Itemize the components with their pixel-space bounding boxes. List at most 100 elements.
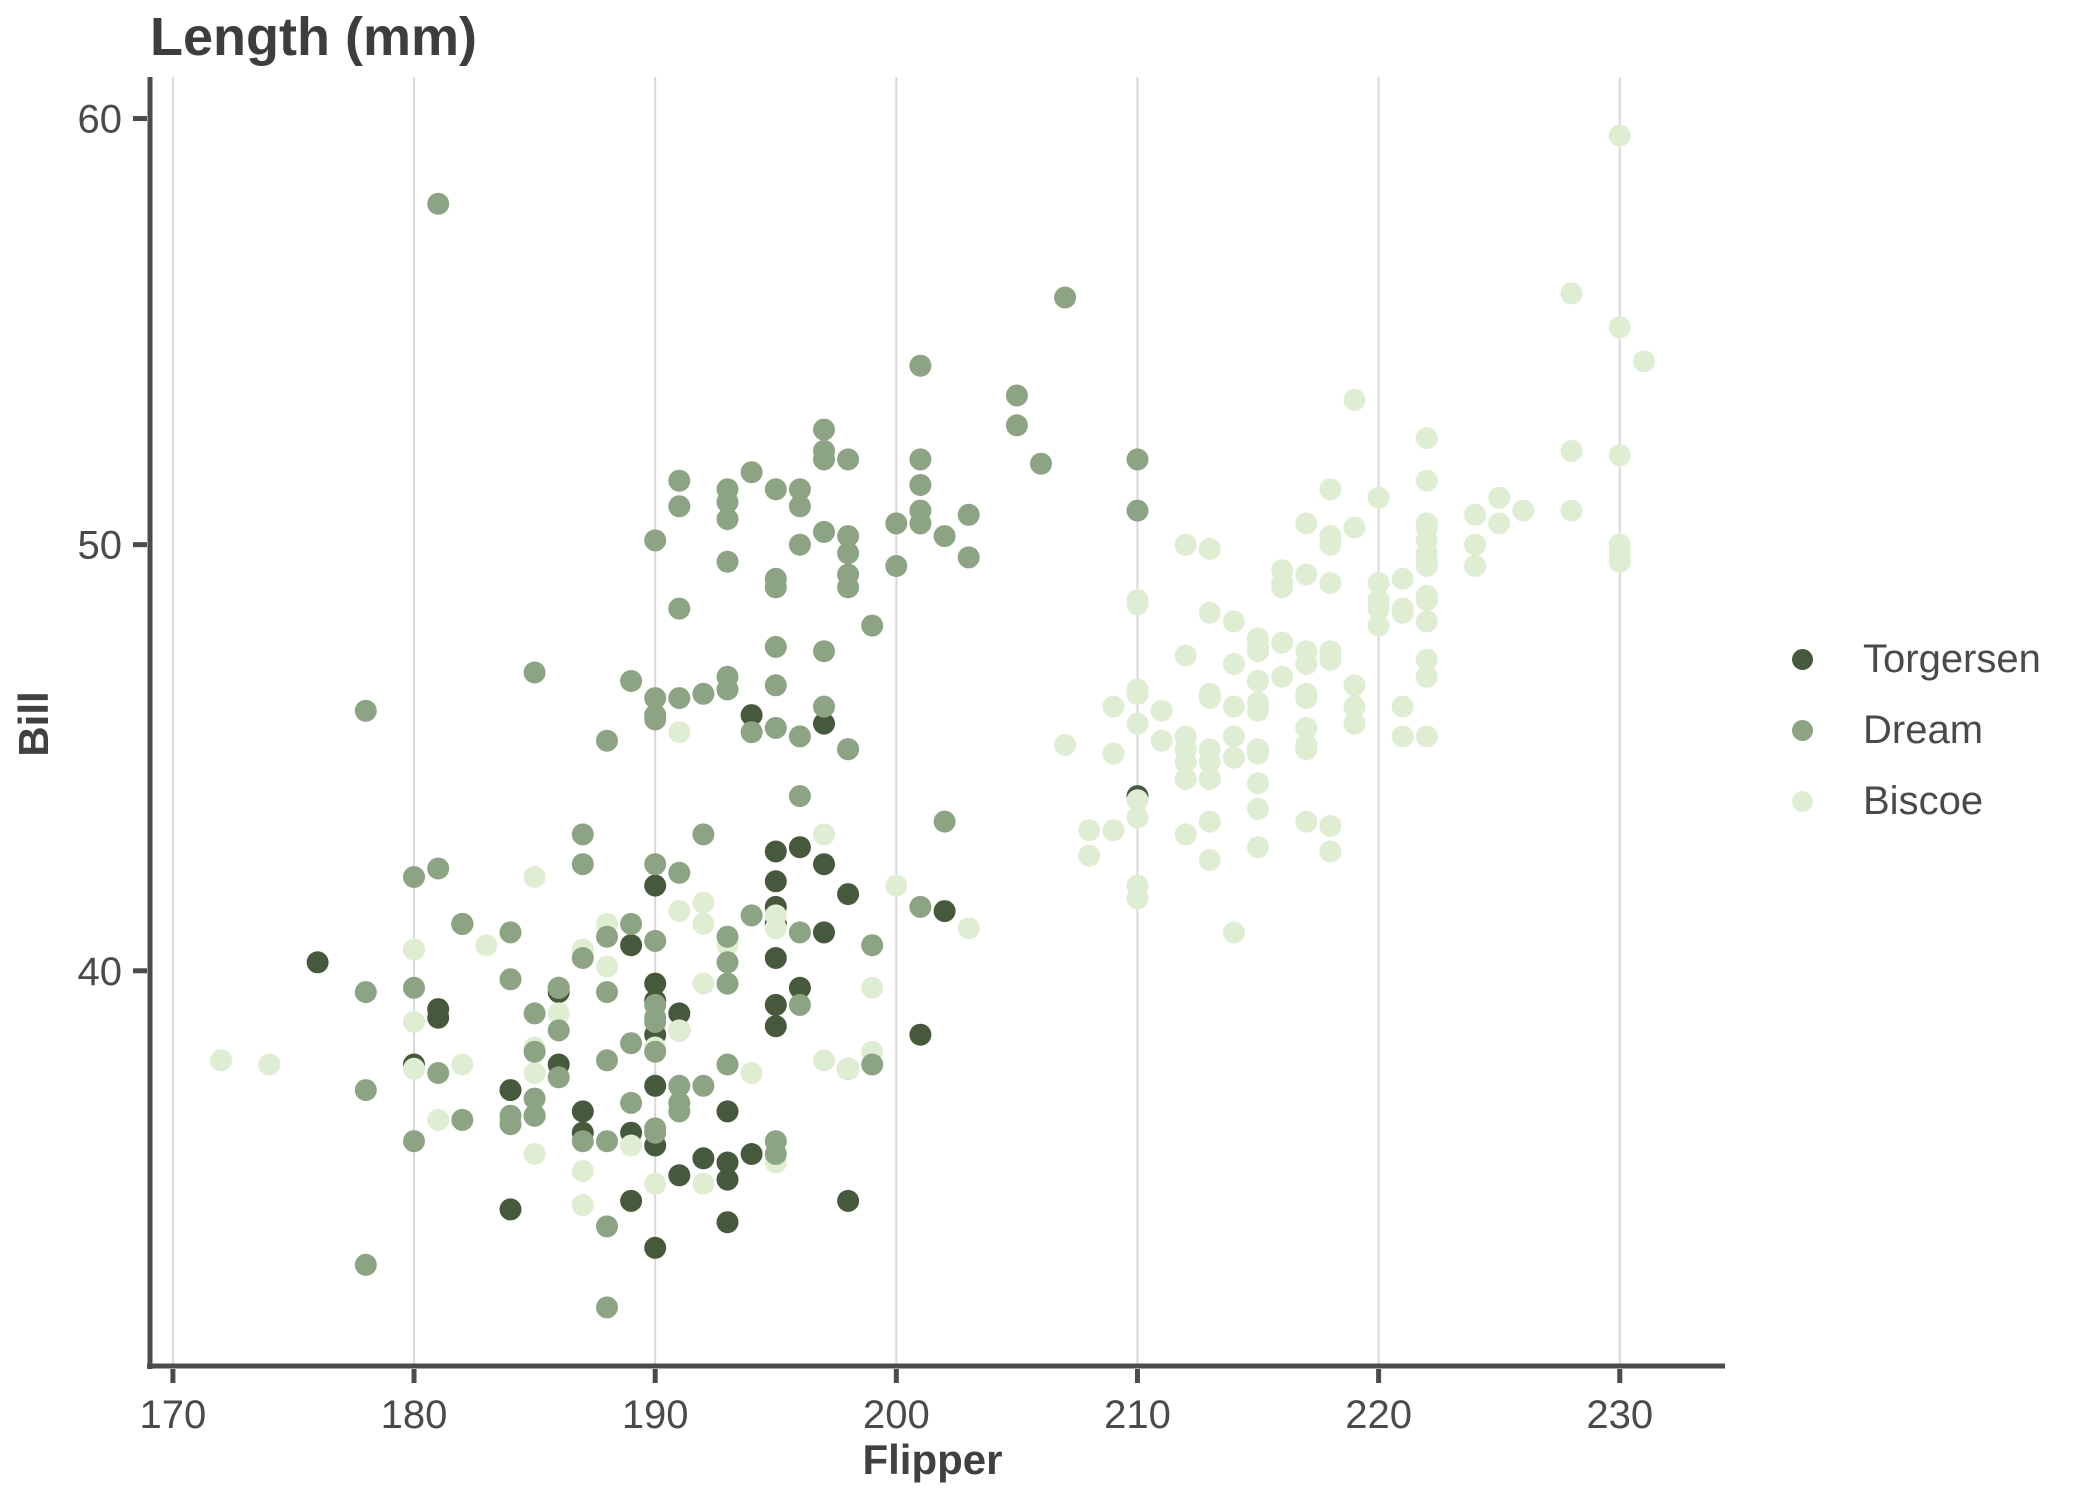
- data-point-biscoe: [1078, 819, 1101, 842]
- data-point-biscoe: [1102, 819, 1125, 842]
- data-point-dream: [644, 853, 667, 876]
- data-point-dream: [427, 192, 450, 215]
- data-point-dream: [788, 785, 811, 808]
- data-point-biscoe: [1319, 814, 1342, 837]
- data-point-dream: [1005, 384, 1028, 407]
- data-point-torgersen: [644, 1236, 667, 1259]
- data-point-biscoe: [1198, 537, 1221, 560]
- data-point-biscoe: [1488, 486, 1511, 509]
- data-point-dream: [813, 418, 835, 441]
- data-point-dream: [354, 1079, 377, 1102]
- data-point-dream: [644, 708, 667, 731]
- data-point-dream: [644, 1121, 667, 1144]
- data-point-dream: [596, 1130, 618, 1153]
- data-point-biscoe: [596, 955, 618, 978]
- x-tick-label: 180: [381, 1393, 448, 1437]
- data-point-biscoe: [1198, 738, 1221, 761]
- data-point-dream: [644, 1040, 667, 1063]
- data-point-biscoe: [1295, 512, 1318, 535]
- data-point-dream: [547, 1019, 570, 1042]
- data-point-dream: [861, 614, 884, 637]
- data-point-biscoe: [1247, 772, 1269, 795]
- data-point-biscoe: [1271, 559, 1294, 582]
- data-point-biscoe: [1464, 503, 1487, 526]
- x-tick-label: 230: [1586, 1393, 1653, 1437]
- data-point-torgersen: [764, 947, 787, 969]
- data-point-dream: [957, 546, 980, 569]
- data-point-dream: [499, 1104, 522, 1127]
- data-point-biscoe: [1198, 810, 1221, 833]
- data-point-biscoe: [1608, 316, 1631, 339]
- data-point-biscoe: [1343, 695, 1366, 718]
- data-point-dream: [716, 550, 739, 573]
- data-point-torgersen: [813, 921, 835, 944]
- data-point-biscoe: [1054, 733, 1077, 756]
- data-point-biscoe: [885, 874, 908, 897]
- data-point-biscoe: [1198, 849, 1221, 871]
- data-point-dream: [837, 525, 860, 548]
- data-point-biscoe: [1247, 738, 1269, 761]
- data-point-dream: [788, 533, 811, 556]
- data-point-biscoe: [1222, 695, 1245, 718]
- data-point-dream: [596, 981, 618, 1004]
- data-point-biscoe: [1295, 653, 1318, 675]
- data-point-biscoe: [1247, 699, 1269, 722]
- data-point-dream: [909, 448, 932, 471]
- data-point-torgersen: [499, 1079, 522, 1102]
- x-tick-label: 200: [863, 1393, 930, 1437]
- data-point-biscoe: [1295, 563, 1318, 586]
- data-point-biscoe: [1222, 746, 1245, 769]
- data-point-biscoe: [1391, 597, 1414, 620]
- data-point-torgersen: [764, 870, 787, 893]
- data-point-biscoe: [620, 1134, 643, 1157]
- data-point-biscoe: [692, 912, 715, 935]
- data-point-dream: [861, 934, 884, 957]
- data-point-biscoe: [1247, 836, 1269, 859]
- data-point-dream: [909, 354, 932, 377]
- data-point-biscoe: [668, 721, 691, 744]
- data-point-dream: [451, 1108, 474, 1131]
- data-point-biscoe: [451, 1053, 474, 1076]
- data-point-biscoe: [740, 1062, 763, 1084]
- data-point-biscoe: [1295, 733, 1318, 756]
- data-point-dream: [813, 439, 835, 462]
- data-point-dream: [764, 674, 787, 697]
- data-point-torgersen: [692, 1147, 715, 1170]
- data-point-biscoe: [1174, 738, 1197, 761]
- data-point-biscoe: [1247, 640, 1269, 663]
- data-point-biscoe: [1343, 388, 1366, 411]
- data-point-dream: [620, 1091, 643, 1114]
- data-point-biscoe: [571, 1194, 594, 1217]
- data-point-biscoe: [1343, 712, 1366, 735]
- data-point-dream: [547, 1066, 570, 1089]
- data-point-biscoe: [1198, 768, 1221, 790]
- data-point-dream: [716, 491, 739, 514]
- data-point-biscoe: [861, 976, 884, 999]
- data-point-biscoe: [1367, 614, 1390, 637]
- data-point-torgersen: [813, 712, 835, 735]
- data-point-biscoe: [1174, 644, 1197, 667]
- data-point-dream: [1030, 452, 1052, 475]
- data-point-biscoe: [1078, 844, 1101, 867]
- data-point-dream: [716, 951, 739, 974]
- data-point-torgersen: [620, 934, 643, 957]
- data-point-biscoe: [1222, 725, 1245, 748]
- data-point-biscoe: [1632, 350, 1655, 373]
- data-point-dream: [596, 729, 618, 752]
- data-point-dream: [523, 1104, 546, 1127]
- data-point-dream: [403, 1130, 425, 1153]
- data-point-torgersen: [933, 900, 956, 923]
- legend-label: Dream: [1863, 708, 1984, 752]
- data-point-dream: [1054, 286, 1077, 309]
- data-point-biscoe: [1608, 444, 1631, 467]
- data-point-dream: [668, 469, 691, 492]
- data-point-biscoe: [258, 1053, 281, 1076]
- data-point-biscoe: [813, 1049, 835, 1072]
- data-point-dream: [1126, 499, 1149, 522]
- data-point-torgersen: [716, 1151, 739, 1174]
- data-point-biscoe: [1319, 525, 1342, 548]
- data-point-dream: [571, 947, 594, 969]
- data-point-dream: [596, 1049, 618, 1072]
- data-point-torgersen: [788, 836, 811, 859]
- data-point-dream: [668, 687, 691, 710]
